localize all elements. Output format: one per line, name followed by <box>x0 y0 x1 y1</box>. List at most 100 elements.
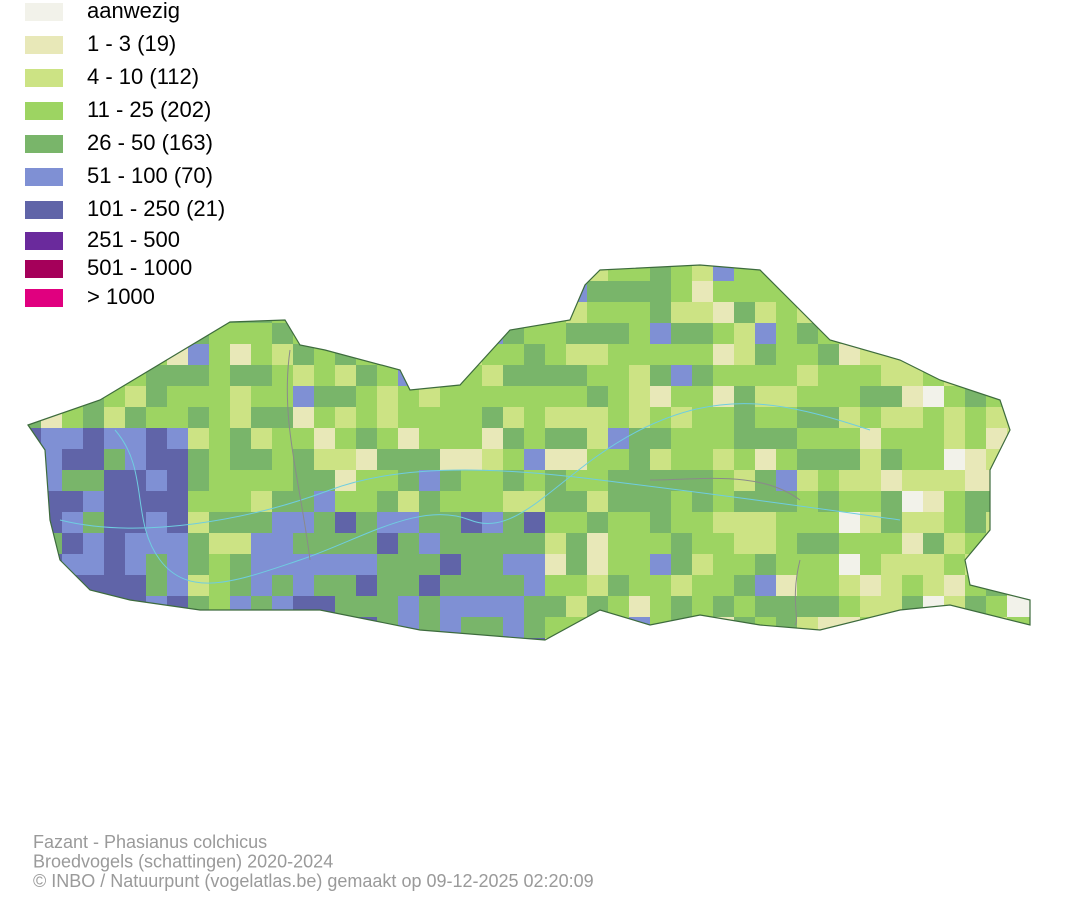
map-cell <box>587 575 608 596</box>
map-cell <box>293 638 314 640</box>
map-cell <box>377 407 398 428</box>
map-cell <box>1007 344 1028 365</box>
map-cell <box>818 533 839 554</box>
map-cell <box>671 638 692 640</box>
map-cell <box>839 470 860 491</box>
map-cell <box>335 449 356 470</box>
map-cell <box>209 365 230 386</box>
map-cell <box>28 344 41 365</box>
map-cell <box>545 554 566 575</box>
map-cell <box>755 449 776 470</box>
map-cell <box>377 512 398 533</box>
map-cell <box>902 281 923 302</box>
map-cell <box>503 638 524 640</box>
map-cell <box>608 407 629 428</box>
map-cell <box>272 365 293 386</box>
map-cell <box>440 575 461 596</box>
map-cell <box>398 407 419 428</box>
map-cell <box>734 512 755 533</box>
map-cell <box>713 575 734 596</box>
map-cell <box>356 617 377 638</box>
map-cell <box>1028 449 1030 470</box>
map-cell <box>671 365 692 386</box>
map-cell <box>587 281 608 302</box>
map-cell <box>608 265 629 281</box>
map-cell <box>881 365 902 386</box>
map-cell <box>713 470 734 491</box>
map-cell <box>860 407 881 428</box>
map-cell <box>902 386 923 407</box>
map-cell <box>881 470 902 491</box>
footer-line: Fazant - Phasianus colchicus <box>33 832 267 852</box>
map-cell <box>482 470 503 491</box>
map-cell <box>41 596 62 617</box>
map-cell <box>41 575 62 596</box>
map-cell <box>503 428 524 449</box>
map-cell <box>335 638 356 640</box>
map-cell <box>776 281 797 302</box>
map-cell <box>923 365 944 386</box>
map-cell <box>692 265 713 281</box>
map-cell <box>1028 386 1030 407</box>
map-cell <box>839 449 860 470</box>
map-cell <box>167 470 188 491</box>
map-cell <box>797 265 818 281</box>
map-cell <box>440 617 461 638</box>
map-cell <box>125 491 146 512</box>
map-cell <box>818 265 839 281</box>
map-cell <box>629 554 650 575</box>
map-cell <box>923 449 944 470</box>
map-cell <box>1028 491 1030 512</box>
map-cell <box>1028 428 1030 449</box>
map-cell <box>314 575 335 596</box>
map-cell <box>608 554 629 575</box>
map-cell <box>62 638 83 640</box>
map-cell <box>902 302 923 323</box>
map-cell <box>335 344 356 365</box>
map-cell <box>503 281 524 302</box>
map-cell <box>461 386 482 407</box>
map-cell <box>314 323 335 344</box>
map-cell <box>692 512 713 533</box>
map-cell <box>188 617 209 638</box>
map-cell <box>881 281 902 302</box>
map-cell <box>356 470 377 491</box>
map-cell <box>335 302 356 323</box>
map-cell <box>167 302 188 323</box>
map-cell <box>419 512 440 533</box>
map-cell <box>986 428 1007 449</box>
map-cell <box>734 386 755 407</box>
map-cell <box>776 449 797 470</box>
map-cell <box>104 323 125 344</box>
map-cell <box>28 323 41 344</box>
map-cell <box>167 281 188 302</box>
map-cell <box>902 596 923 617</box>
map-cell <box>839 323 860 344</box>
map-cell <box>482 449 503 470</box>
map-cell <box>272 533 293 554</box>
map-cell <box>1007 323 1028 344</box>
map-cell <box>965 344 986 365</box>
map-cell <box>28 470 41 491</box>
map-cell <box>503 344 524 365</box>
map-cell <box>356 302 377 323</box>
map-cell <box>167 407 188 428</box>
map-cell <box>230 407 251 428</box>
map-cell <box>671 449 692 470</box>
legend-swatch <box>25 201 63 219</box>
map-cell <box>209 449 230 470</box>
map-cell <box>986 512 1007 533</box>
map-cell <box>587 512 608 533</box>
map-cell <box>41 407 62 428</box>
map-cell <box>293 265 314 281</box>
map-cell <box>839 265 860 281</box>
map-cell <box>860 596 881 617</box>
map-cell <box>125 575 146 596</box>
map-cell <box>461 470 482 491</box>
map-cell <box>587 491 608 512</box>
map-cell <box>524 265 545 281</box>
map-cell <box>587 344 608 365</box>
map-cell <box>629 386 650 407</box>
map-cell <box>461 638 482 640</box>
map-cell <box>1007 449 1028 470</box>
